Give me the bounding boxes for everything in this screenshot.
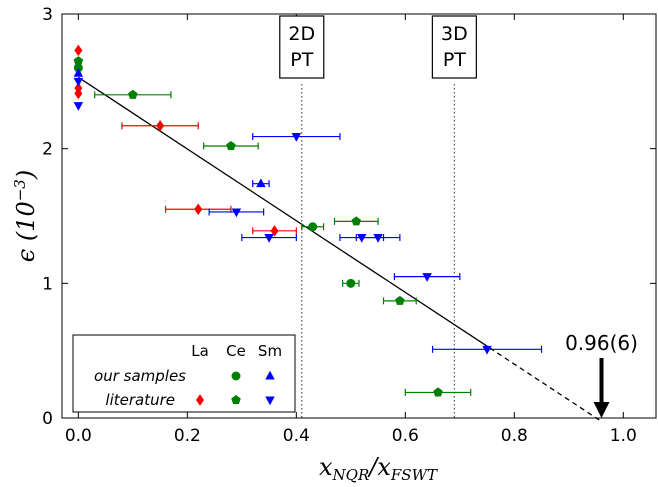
vertical-lines: 2D PT 3D PT [279,15,477,418]
x-tick-label-2: 0.4 [283,426,310,446]
point-sm-literature-0 [73,77,84,87]
legend-col-la: La [191,342,209,360]
point-la-literature-5 [270,225,279,237]
point-sm-literature-5 [373,234,383,243]
legend-marker-la-1 [196,394,204,406]
point-ce-literature-4 [395,295,405,305]
plot-frame [61,13,657,419]
point-ce-literature-0 [73,56,84,66]
data-points [73,44,543,397]
point-la-literature-0 [74,44,83,57]
point-ce-literature-1 [128,89,138,99]
annotation: 0.96(6) [565,331,638,418]
y-tick-label-1: 1 [42,274,53,294]
point-sm-literature-6 [264,234,274,243]
x-tick-label-5: 1.0 [610,426,637,446]
point-la-literature-4 [194,203,203,216]
point-sm-our-samples-0 [73,68,84,77]
x-tick-label-4: 0.8 [501,426,528,446]
point-sm-literature-2 [291,133,302,142]
x-axis-label: xNQR/xFSWT [319,453,438,484]
point-sm-literature-3 [231,208,242,218]
y-tick-label-0: 0 [42,409,53,429]
legend-row-0: our samples [94,367,186,385]
vline-label-box-0 [279,15,325,79]
legend-marker-sm-0 [265,370,275,380]
point-sm-literature-1 [73,102,84,111]
legend-row-1: literature [105,391,175,409]
point-sm-our-samples-1 [256,178,266,188]
fit-line-extrapolation [489,347,602,423]
x-tick-label-0: 0.0 [65,426,92,446]
ticks: 0.0 0.2 0.4 0.6 0.8 1.0 0 1 2 3 [42,5,656,446]
annotation-text: 0.96(6) [565,331,638,355]
legend-marker-sm-1 [265,396,275,406]
y-tick-label-2: 2 [42,140,53,160]
y-tick-label-3: 3 [42,5,53,25]
point-ce-literature-2 [226,140,236,151]
legend-box [72,334,296,413]
vline-label-1-0: 3D [441,23,468,45]
point-ce-our-samples-0 [73,63,83,73]
legend-marker-ce-0 [231,371,241,381]
annotation-arrowhead [593,402,610,418]
point-sm-literature-7 [422,273,432,282]
vline-label-1-1: PT [443,49,466,71]
point-ce-literature-3 [351,216,362,226]
point-sm-literature-4 [356,234,367,243]
fit-line [77,76,491,349]
legend-marker-ce-1 [231,395,241,405]
x-tick-label-1: 0.2 [174,426,201,446]
point-la-literature-3 [156,120,165,132]
fit-line-group [77,76,602,423]
point-la-literature-2 [74,87,83,100]
point-ce-literature-5 [433,387,443,397]
vline-label-0-0: 2D [288,23,315,45]
y-axis-label: ϵ (10−3) [11,170,40,262]
point-ce-our-samples-2 [346,278,356,288]
point-ce-our-samples-1 [308,222,318,232]
vline-label-box-1 [431,15,477,79]
x-tick-label-3: 0.6 [392,426,419,446]
legend-col-ce: Ce [226,342,246,360]
legend-col-sm: Sm [258,342,282,360]
vline-label-0-1: PT [290,49,313,71]
point-sm-literature-8 [482,345,492,355]
legend: La Ce Sm our samples literature [72,334,296,413]
